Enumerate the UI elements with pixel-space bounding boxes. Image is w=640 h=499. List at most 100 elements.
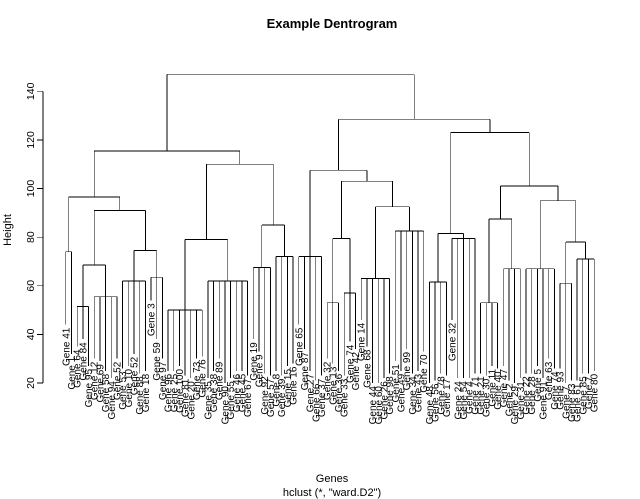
leaf-label: Gene 59	[152, 342, 163, 381]
leaf-label: Gene 39	[277, 378, 288, 417]
leaf-label: Gene 18	[141, 373, 152, 412]
leaf-label: Gene 26	[379, 381, 390, 420]
chart-title: Example Dentrogram	[267, 16, 398, 31]
leaf-label: Gene 74	[550, 371, 561, 410]
leaf-label: Gene 4	[465, 381, 476, 414]
leaf-label: Gene 63	[544, 361, 555, 400]
x-axis-label: Genes	[316, 473, 349, 485]
leaf-label: Gene 1	[67, 356, 78, 389]
leaf-label: Gene 67	[243, 378, 254, 417]
leaf-label: Gene 38	[209, 373, 220, 412]
leaf-label: Gene 25	[169, 373, 180, 412]
leaf-label: Gene 20	[186, 381, 197, 420]
leaf-label: Gene 57	[266, 378, 277, 417]
leaf-label: Gene 31	[516, 381, 527, 420]
y-axis: 20 40 60 80 100 120 140	[25, 82, 44, 389]
leaf-label: Gene 21	[476, 376, 487, 415]
leaf-label: Gene 32	[323, 361, 334, 400]
leaf-label: Gene 35	[203, 381, 214, 420]
leaf-label: Gene 29	[510, 386, 521, 425]
leaf-label: Gene 80	[590, 373, 601, 412]
leaf-label: Gene 96	[164, 373, 175, 412]
leaf-label: Gene 53	[118, 371, 129, 410]
y-tick-label: 20	[25, 377, 37, 389]
leaf-label: Gene 92	[260, 376, 271, 415]
leaf-label: Gene 61	[573, 383, 584, 422]
leaf-label: Gene 52	[130, 356, 141, 395]
leaf-label: Gene 99	[402, 352, 413, 391]
y-tick-label: 120	[25, 131, 37, 149]
leaf-label: Gene 17	[442, 378, 453, 417]
leaf-label: Gene 28	[527, 376, 538, 415]
leaf-label: Gene 69	[95, 364, 106, 403]
leaf-label: Gene 81	[181, 378, 192, 417]
leaf-label: Gene 64	[73, 349, 84, 388]
leaf-label: Gene 7	[561, 386, 572, 419]
leaf-label: Gene 9	[254, 354, 265, 387]
y-tick-label: 80	[25, 231, 37, 243]
leaf-label: Gene 5	[533, 369, 544, 402]
y-axis-label: Height	[2, 214, 14, 246]
leaf-label: Gene 91	[539, 381, 550, 420]
leaf-label: Gene 32	[448, 322, 459, 361]
leaf-label: Gene 52	[112, 361, 123, 400]
leaf-label: Gene 87	[300, 352, 311, 391]
y-tick-label: 40	[25, 328, 37, 340]
leaf-label: Gene 7	[584, 376, 595, 409]
leaf-label: Gene 22	[521, 376, 532, 415]
leaf-label: Gene 48	[425, 386, 436, 425]
leaf-label: Gene 12	[90, 361, 101, 400]
leaf-label: Gene 73	[192, 361, 203, 400]
leaf-label: Gene 85	[578, 376, 589, 415]
leaf-label: Gene 11	[487, 369, 498, 407]
leaf-label: Gene 10	[124, 369, 135, 408]
y-tick-label: 60	[25, 280, 37, 292]
leaf-label: Gene 94	[107, 381, 118, 420]
leaf-label: Gene 54	[459, 381, 470, 420]
leaf-label: Gene 55	[226, 381, 237, 420]
leaf-label: Gene 78	[436, 376, 447, 415]
leaf-label: Gene 2	[504, 383, 515, 416]
leaf-label: Gene 95	[84, 369, 95, 408]
leaf-label: Gene 56	[431, 383, 442, 422]
leaf-label: Gene 71	[470, 376, 481, 415]
leaf-label: Gene 49	[397, 373, 408, 412]
leaf-label: Gene 89	[215, 361, 226, 400]
leaf-label: Gene 90	[220, 386, 231, 425]
leaf-label: Gene 66	[311, 383, 322, 422]
leaf-label: Gene 40	[493, 371, 504, 410]
leaf-label: Gene 74	[345, 344, 356, 383]
dendrogram-branches	[65, 73, 595, 383]
leaf-label: Gene 45	[237, 373, 248, 412]
leaf-label: Gene 97	[158, 361, 169, 400]
leaf-label: Gene 100	[175, 369, 186, 413]
leaf-label: Gene 41	[61, 327, 72, 366]
leaf-label: Gene 34	[408, 376, 419, 415]
leaf-label: Gene 13	[328, 366, 339, 405]
leaf-label: Gene 51	[391, 364, 402, 403]
leaf-label: Gene 37	[317, 378, 328, 417]
leaf-label: Gene 8	[272, 373, 283, 406]
leaf-label: Gene 33	[340, 378, 351, 417]
leaf-label: Gene 98	[385, 376, 396, 415]
leaf-label: Gene 3	[147, 303, 158, 336]
y-tick-label: 100	[25, 180, 37, 198]
leaf-label: Gene 46	[232, 373, 243, 412]
leaf-label: Gene 24	[453, 381, 464, 420]
leaf-label: Gene 16	[289, 366, 300, 405]
leaf-label: Gene 70	[419, 354, 430, 393]
leaf-label: Gene 47	[499, 369, 510, 408]
leaf-label: Gene 58	[101, 373, 112, 412]
leaf-label: Gene 88	[135, 376, 146, 415]
leaf-label: Gene 14	[357, 322, 368, 361]
leaf-label: Gene 36	[334, 373, 345, 412]
leaf-label: Gene 76	[198, 359, 209, 398]
y-tick-label: 140	[25, 82, 37, 100]
leaf-label: Gene 83	[567, 383, 578, 422]
leaf-label: Gene 30	[482, 378, 493, 417]
leaf-label: Gene 65	[294, 327, 305, 366]
leaf-label: Gene 43	[414, 373, 425, 412]
method-label: hclust (*, "ward.D2")	[283, 487, 381, 499]
